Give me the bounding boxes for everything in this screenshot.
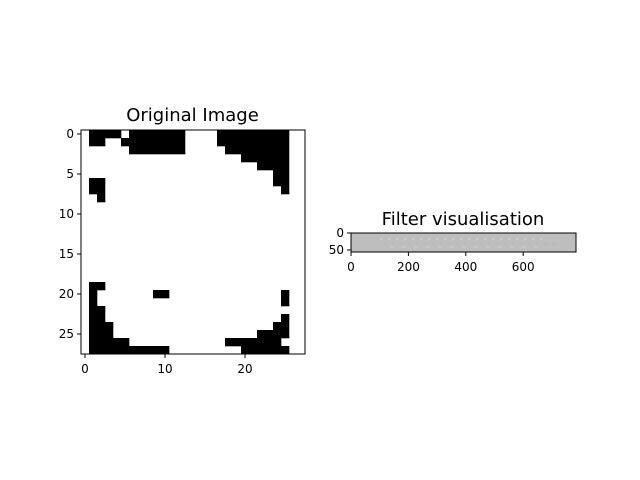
pixel-run bbox=[129, 130, 186, 139]
pixel-run bbox=[89, 338, 130, 347]
x-tick-label: 0 bbox=[347, 260, 355, 274]
y-tick-label: 15 bbox=[59, 247, 74, 261]
pixel-run bbox=[281, 290, 290, 299]
x-tick-label: 600 bbox=[512, 260, 535, 274]
pixel-run bbox=[89, 298, 98, 307]
x-tick-label: 20 bbox=[237, 362, 252, 376]
pixel-run bbox=[273, 170, 290, 179]
filter-texture bbox=[380, 238, 560, 248]
pixel-run bbox=[217, 130, 290, 139]
x-tick-label: 200 bbox=[397, 260, 420, 274]
y-tick-label: 50 bbox=[329, 243, 344, 257]
x-tick-label: 10 bbox=[157, 362, 172, 376]
y-axis: 050 bbox=[329, 226, 351, 257]
y-axis: 0 5 10 15 20 25 bbox=[59, 127, 81, 341]
pixel-run bbox=[257, 330, 290, 339]
chart-title-filter: Filter visualisation bbox=[382, 209, 545, 230]
pixel-run bbox=[89, 314, 106, 323]
pixel-run bbox=[121, 138, 186, 147]
pixel-run bbox=[281, 314, 290, 323]
pixel-run bbox=[225, 338, 282, 347]
pixel-run bbox=[241, 346, 290, 355]
pixel-run bbox=[241, 154, 290, 163]
x-tick-label: 0 bbox=[81, 362, 89, 376]
pixel-run bbox=[89, 282, 106, 291]
pixel-run bbox=[89, 178, 106, 187]
x-axis: 0 200 400 600 bbox=[347, 252, 535, 274]
pixel-run bbox=[281, 298, 290, 307]
pixel-run bbox=[273, 322, 290, 331]
pixel-run bbox=[217, 138, 290, 147]
y-tick-label: 0 bbox=[336, 226, 344, 240]
original-image-chart: Original Image 0 10 20 0 5 10 15 20 25 bbox=[59, 105, 306, 376]
pixel-grid bbox=[89, 130, 290, 355]
pixel-run bbox=[89, 186, 106, 195]
x-axis: 0 10 20 bbox=[81, 354, 253, 376]
y-tick-label: 20 bbox=[59, 287, 74, 301]
pixel-run bbox=[281, 186, 290, 195]
pixel-run bbox=[89, 330, 114, 339]
chart-title-original: Original Image bbox=[126, 105, 259, 126]
filter-image bbox=[351, 233, 576, 252]
x-tick-label: 400 bbox=[454, 260, 477, 274]
pixel-run bbox=[153, 290, 170, 299]
y-tick-label: 0 bbox=[66, 127, 74, 141]
pixel-run bbox=[225, 146, 290, 155]
pixel-run bbox=[89, 306, 106, 315]
y-tick-label: 10 bbox=[59, 207, 74, 221]
pixel-run bbox=[89, 290, 98, 299]
pixel-run bbox=[89, 322, 114, 331]
y-tick-label: 5 bbox=[66, 167, 74, 181]
axes-frame bbox=[350, 232, 577, 253]
pixel-run bbox=[97, 194, 106, 203]
pixel-run bbox=[89, 130, 122, 139]
pixel-run bbox=[89, 346, 170, 355]
pixel-run bbox=[129, 146, 186, 155]
pixel-run bbox=[273, 178, 290, 187]
y-tick-label: 25 bbox=[59, 327, 74, 341]
pixel-run bbox=[89, 138, 106, 147]
filter-visualisation-chart: Filter visualisation 0 200 400 600 050 bbox=[329, 209, 577, 274]
pixel-run bbox=[257, 162, 290, 171]
axes-frame bbox=[80, 129, 306, 355]
